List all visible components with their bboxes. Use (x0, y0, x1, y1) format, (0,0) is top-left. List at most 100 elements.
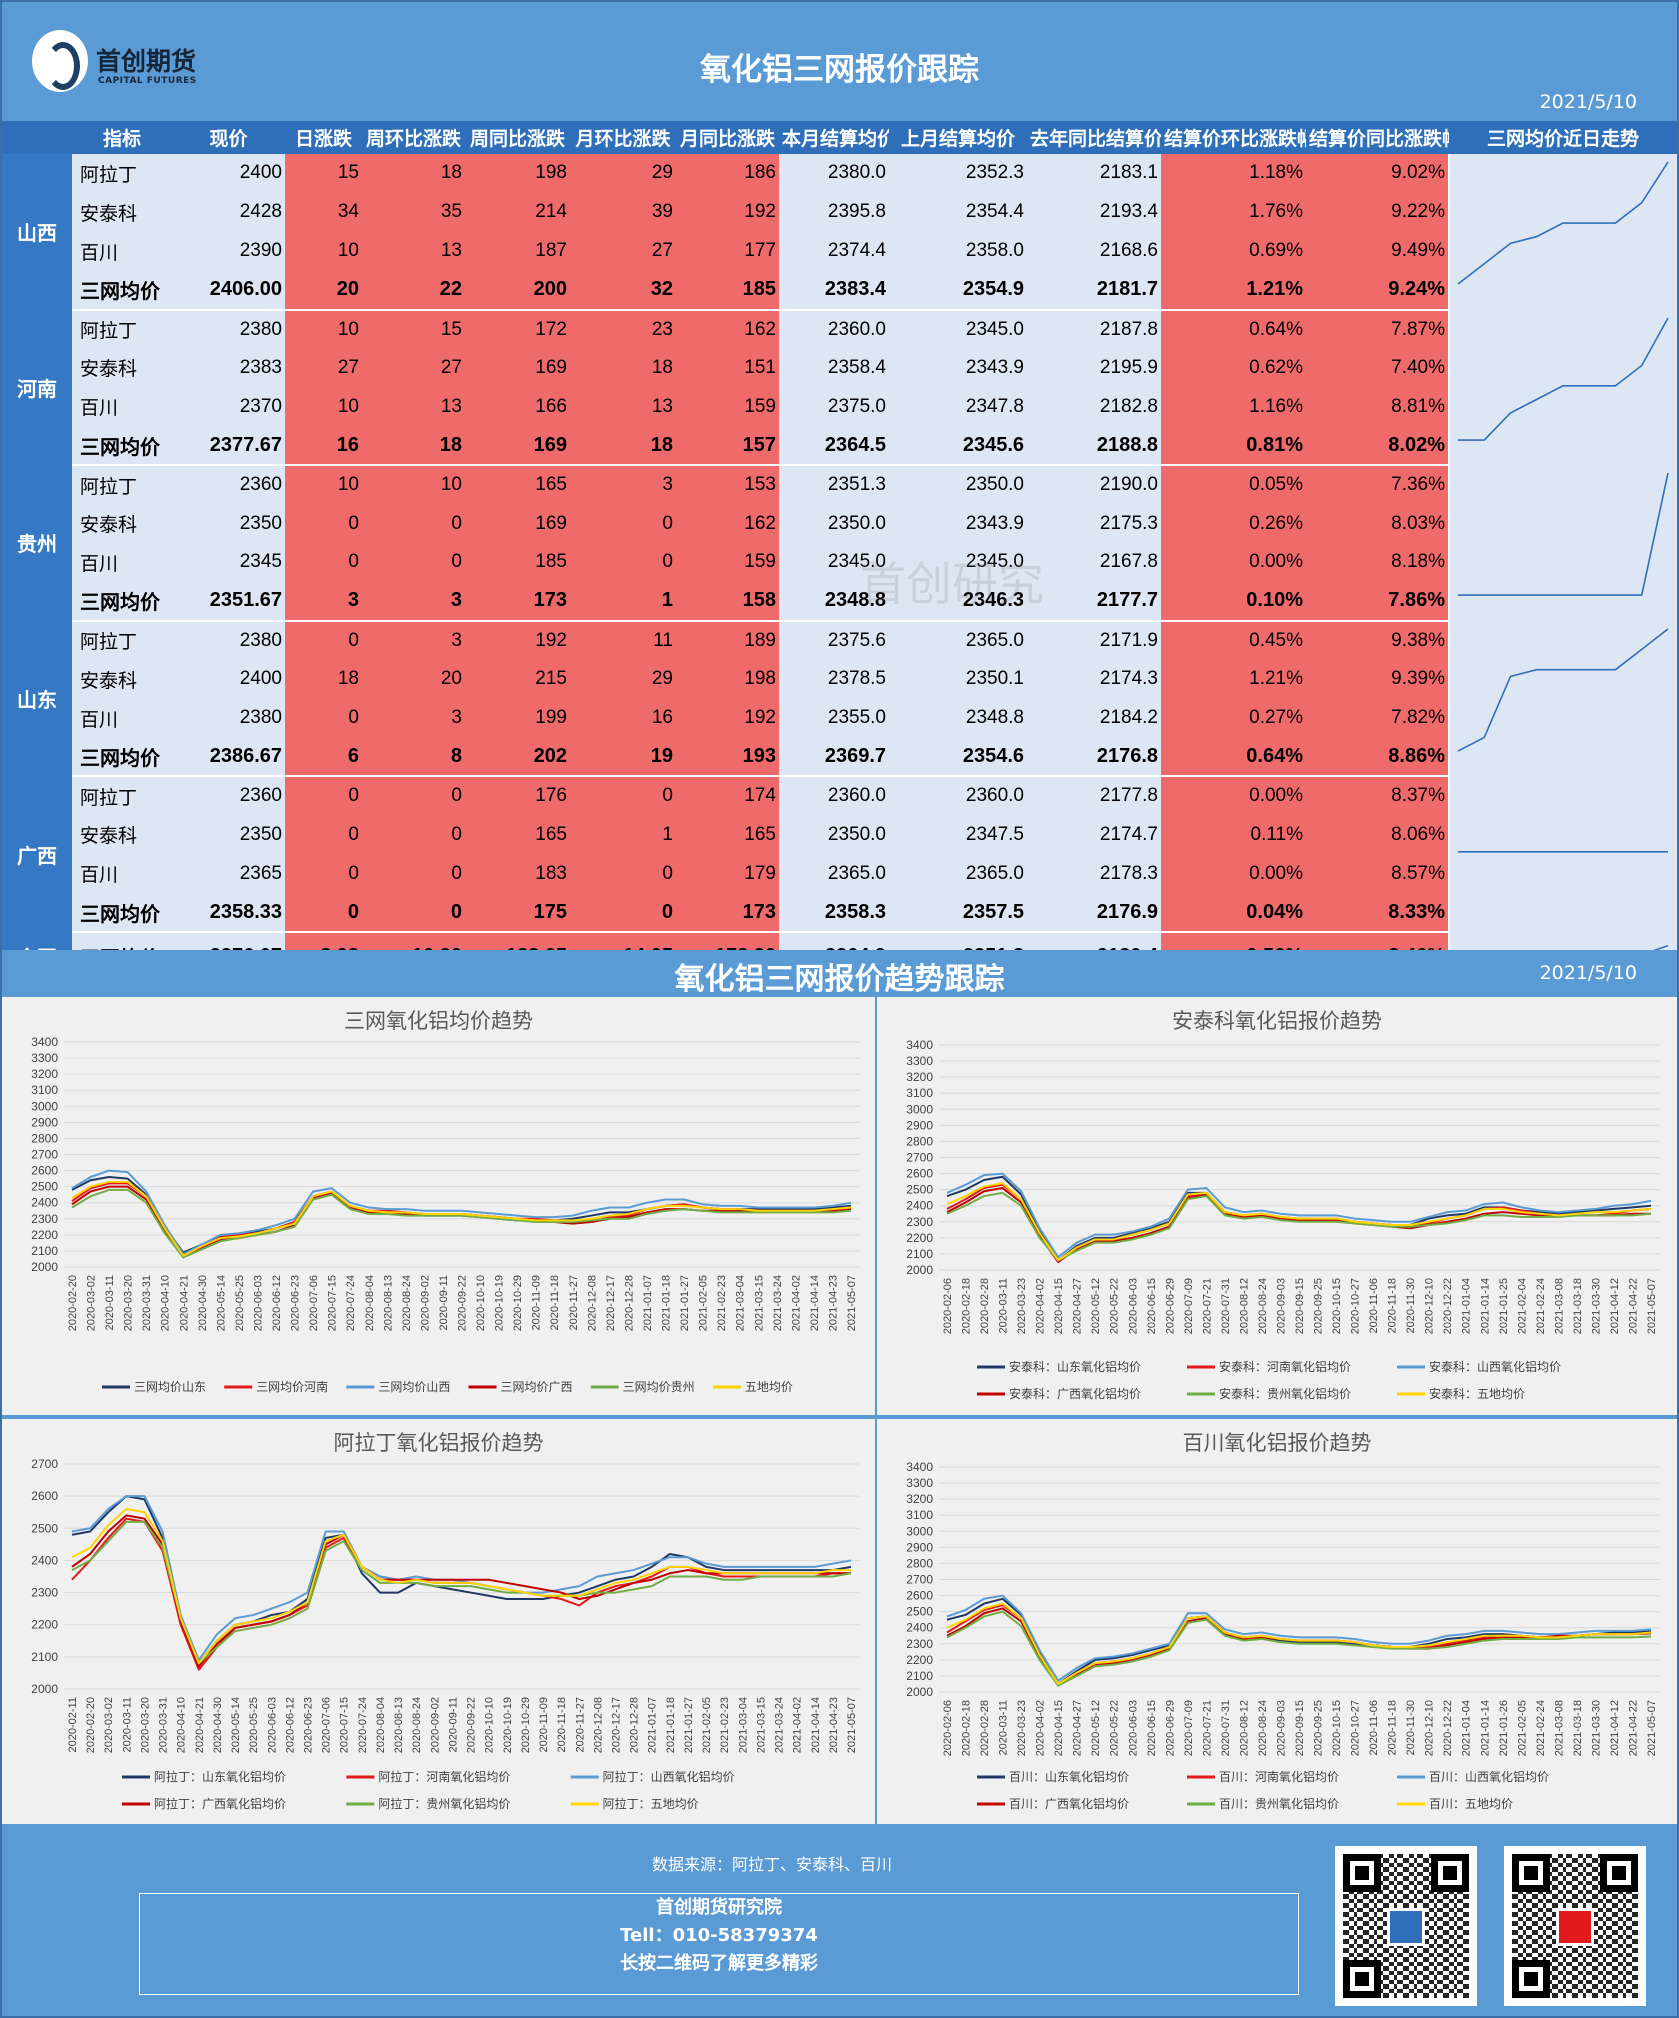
y-tick-label: 3300 (906, 1476, 933, 1490)
source-name: 安泰科 (72, 504, 172, 543)
source-name: 百川 (72, 542, 172, 582)
series-line (71, 1185, 852, 1257)
cell-value: 13 (570, 387, 676, 427)
x-tick-label: 2021-03-04 (735, 1275, 747, 1331)
cell-value: 2347.8 (889, 387, 1027, 427)
y-tick-label: 3100 (31, 1083, 58, 1097)
cell-value: 179 (676, 854, 779, 894)
x-tick-label: 2021-04-02 (790, 1275, 802, 1331)
sparkline (1458, 851, 1668, 853)
legend-label: 阿拉丁：山西氧化铝均价 (603, 1769, 735, 1784)
x-tick-label: 2021-02-23 (716, 1275, 728, 1331)
cell-value: 10 (285, 231, 362, 271)
qr-code-icon[interactable] (1335, 1846, 1477, 2006)
cell-value: 175 (465, 893, 570, 933)
trend-cell (1448, 620, 1677, 777)
cell-value: 0.64% (1161, 737, 1306, 778)
x-tick-label: 2020-06-03 (266, 1697, 278, 1753)
cell-value: 2171.9 (1027, 620, 1161, 660)
cell-value: 2365.0 (889, 854, 1027, 894)
cell-value: 0.11% (1161, 815, 1306, 855)
x-tick-label: 2020-09-03 (1275, 1700, 1287, 1756)
cell-value: 2360 (172, 465, 285, 505)
sparkline (1457, 628, 1669, 752)
cell-value: 215 (465, 659, 570, 699)
x-tick-label: 2021-02-24 (1535, 1700, 1547, 1756)
cell-value: 2380.0 (779, 154, 889, 193)
chart-plot: 2000 2100 2200 2300 2400 2500 2600 2700 2800 2900… (906, 1460, 1659, 1811)
x-tick-label: 2020-05-25 (234, 1275, 246, 1331)
x-tick-label: 2020-05-22 (1109, 1700, 1121, 1756)
slogan: 长按二维码了解更多精彩 (620, 1953, 818, 1974)
cell-value: 2343.9 (889, 504, 1027, 543)
x-tick-label: 2020-11-09 (531, 1275, 543, 1330)
x-tick-label: 2020-03-31 (141, 1275, 153, 1331)
x-tick-label: 2020-07-31 (1220, 1278, 1232, 1334)
x-tick-label: 2020-10-27 (1350, 1700, 1362, 1756)
x-tick-label: 2021-03-08 (1553, 1700, 1565, 1756)
source-name: 三网均价 (72, 893, 172, 933)
y-tick-label: 3200 (31, 1067, 58, 1081)
cell-value: 169 (465, 348, 570, 388)
cell-value: 29 (570, 154, 676, 193)
qr-code-icon-2[interactable] (1504, 1846, 1646, 2006)
source-name: 阿拉丁 (72, 776, 172, 816)
x-tick-label: 2020-03-23 (1016, 1700, 1028, 1756)
series-line (71, 1180, 852, 1257)
cell-value: 2360.0 (779, 309, 889, 349)
trend-cell (1448, 776, 1677, 932)
source-name: 安泰科 (72, 192, 172, 232)
y-tick-label: 2300 (31, 1586, 58, 1600)
cell-value: 2168.6 (1027, 231, 1161, 271)
cell-value: 2345 (172, 542, 285, 582)
cell-value: 1.21% (1161, 659, 1306, 699)
y-tick-label: 3400 (31, 1035, 58, 1049)
cell-value: 2354.4 (889, 192, 1027, 232)
x-tick-label: 2020-06-23 (290, 1275, 302, 1331)
cell-value: 1.76% (1161, 192, 1306, 232)
y-tick-label: 2800 (906, 1134, 933, 1148)
cell-value: 13 (362, 387, 465, 427)
cell-value: 2400 (172, 659, 285, 699)
y-tick-label: 2300 (31, 1212, 58, 1226)
cell-value: 6 (285, 737, 362, 778)
x-tick-label: 2020-12-28 (629, 1697, 641, 1753)
x-tick-label: 2020-02-20 (85, 1697, 97, 1753)
cell-value: 0 (285, 815, 362, 855)
x-tick-label: 2020-09-25 (1313, 1700, 1325, 1756)
cell-value: 0 (362, 815, 465, 855)
legend-label: 五地均价 (745, 1380, 793, 1394)
cell-value: 158 (676, 581, 779, 622)
y-tick-label: 2900 (906, 1540, 933, 1554)
cell-value: 0 (285, 776, 362, 816)
cell-value: 20 (285, 270, 362, 311)
cell-value: 2343.9 (889, 348, 1027, 388)
legend-label: 阿拉丁：山东氧化铝均价 (154, 1769, 286, 1784)
y-tick-label: 2000 (31, 1260, 58, 1274)
cell-value: 2346.3 (889, 581, 1027, 622)
x-tick-label: 2020-09-22 (466, 1697, 478, 1753)
cell-value: 29 (570, 659, 676, 699)
source-name: 百川 (72, 231, 172, 271)
cell-value: 162 (676, 504, 779, 543)
cell-value: 8.81% (1306, 387, 1449, 427)
x-tick-label: 2020-07-06 (321, 1697, 333, 1753)
series-line (71, 1495, 852, 1662)
table-row: 三网均价 2406.00 20 22 200 32 185 2383.4 2354.9 2181.… (2, 270, 1677, 311)
cell-value: 8.03% (1306, 504, 1449, 543)
y-tick-label: 2700 (31, 1457, 58, 1471)
cell-value: 173 (465, 581, 570, 622)
cell-value: 22 (362, 270, 465, 311)
y-tick-label: 2400 (906, 1621, 933, 1635)
y-tick-label: 2000 (906, 1263, 933, 1277)
x-tick-label: 2020-06-03 (1127, 1278, 1139, 1334)
trend-cell (1448, 154, 1677, 310)
cell-value: 0.00% (1161, 776, 1306, 816)
cell-value: 2370 (172, 387, 285, 427)
x-tick-label: 2020-09-02 (429, 1697, 441, 1753)
y-tick-label: 2700 (906, 1573, 933, 1587)
cell-value: 2183.1 (1027, 154, 1161, 193)
cell-value: 0 (570, 776, 676, 816)
cell-value: 153 (676, 465, 779, 505)
y-tick-label: 2500 (906, 1183, 933, 1197)
